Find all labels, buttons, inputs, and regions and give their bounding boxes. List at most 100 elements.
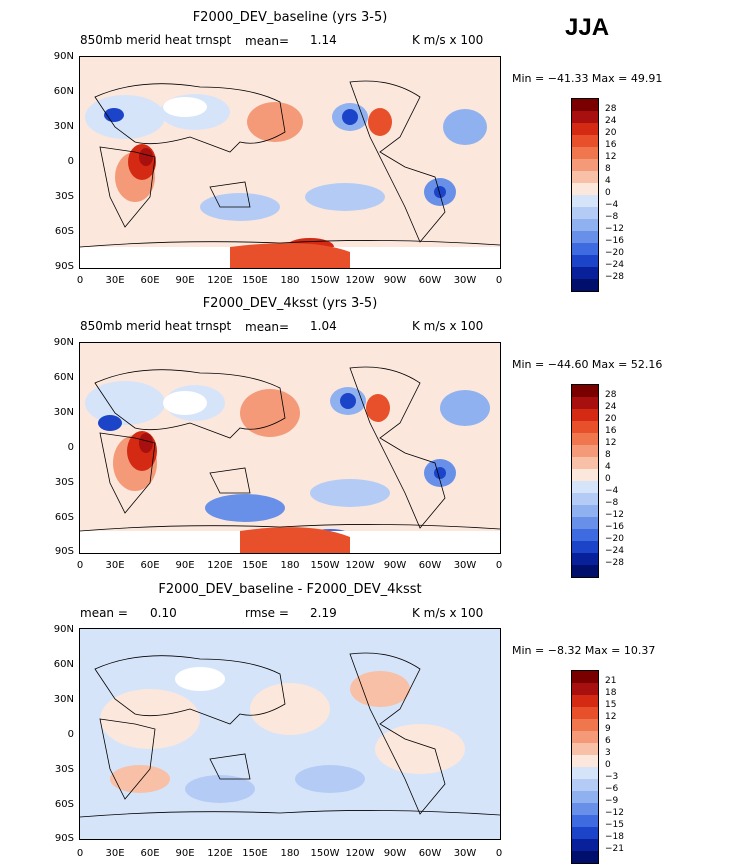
colorbar-swatch [572, 505, 598, 517]
colorbar-swatch [572, 565, 598, 577]
colorbar-tick-label: 24 [605, 116, 617, 126]
panel-1-lat-label: 60N [53, 86, 74, 97]
panel-1-field [80, 80, 500, 268]
colorbar-swatch [572, 243, 598, 255]
colorbar-tick-label: −4 [605, 200, 619, 210]
colorbar-swatch [572, 671, 598, 683]
colorbar-tick-label: 18 [605, 688, 617, 698]
panel-3-lat-label: 90N [53, 624, 74, 635]
panel-3-lat-label: 60S [54, 799, 74, 810]
colorbar-tick-label: −24 [605, 260, 624, 270]
colorbar-tick-label: −20 [605, 248, 624, 258]
panel-3-mean-label: mean = [80, 606, 128, 620]
colorbar-swatch [572, 755, 598, 767]
colorbar-swatch [572, 111, 598, 123]
colorbar-tick-label: 0 [605, 474, 611, 484]
colorbar-tick-label: 3 [605, 748, 611, 758]
panel-3-units: K m/s x 100 [412, 606, 484, 620]
colorbar-tick-label: −9 [605, 796, 619, 806]
colorbar-tick-label: 16 [605, 426, 617, 436]
panel-2-lon-label: 180 [280, 560, 300, 571]
colorbar-tick-label: −28 [605, 558, 624, 568]
colorbar-tick-label: 20 [605, 128, 617, 138]
panel-2-mean-value: 1.04 [310, 319, 337, 333]
colorbar-tick-label: −6 [605, 784, 619, 794]
colorbar-tick-label: 8 [605, 164, 611, 174]
colorbar-swatch [572, 743, 598, 755]
panel-2-lat-label: 30S [54, 477, 74, 488]
panel-2-lon-label: 150W [310, 560, 340, 571]
colorbar-tick-label: 12 [605, 712, 617, 722]
colorbar-swatch [572, 469, 598, 481]
colorbar-swatch [572, 433, 598, 445]
panel-3-lon-label: 150W [310, 848, 340, 859]
colorbar-tick-label: −15 [605, 820, 624, 830]
panel-3-lon-label: 180 [280, 848, 300, 859]
panel-1-lon-label: 90W [383, 275, 407, 286]
colorbar-tick-label: 12 [605, 438, 617, 448]
panel-3-lon-label: 150E [242, 848, 268, 859]
panel-3-colorbar [571, 670, 599, 864]
panel-3-title: F2000_DEV_baseline - F2000_DEV_4ksst [158, 582, 422, 597]
panel-3-lon-label: 120W [345, 848, 375, 859]
colorbar-swatch [572, 171, 598, 183]
colorbar-tick-label: −12 [605, 808, 624, 818]
panel-2-lon-label: 120W [345, 560, 375, 571]
colorbar-tick-label: 4 [605, 462, 611, 472]
panel-1-colorbar-labels: 28 24 20 16 12 8 4 0 −4 −8 −12 −16 −20 −24 −28 [605, 98, 645, 290]
colorbar-swatch [572, 481, 598, 493]
panel-3-rmse-label: rmse = [245, 606, 289, 620]
panel-3-minmax: Min = −8.32 Max = 10.37 [512, 644, 656, 657]
panel-2-lon-label: 60W [418, 560, 442, 571]
colorbar-tick-label: 20 [605, 414, 617, 424]
panel-1-lat-label: 60S [54, 226, 74, 237]
panel-1-lat-label: 0 [67, 156, 74, 167]
colorbar-tick-label: −18 [605, 832, 624, 842]
panel-1-lon-label: 30E [105, 275, 125, 286]
panel-1-lon-label: 120E [207, 275, 233, 286]
colorbar-tick-label: −20 [605, 534, 624, 544]
colorbar-swatch [572, 385, 598, 397]
panel-3-lon-label: 60E [140, 848, 160, 859]
colorbar-swatch [572, 219, 598, 231]
colorbar-tick-label: 6 [605, 736, 611, 746]
panel-3-lon-label: 30W [453, 848, 477, 859]
season-label: JJA [565, 14, 610, 41]
colorbar-tick-label: 0 [605, 760, 611, 770]
panel-2-lon-label: 90E [175, 560, 195, 571]
colorbar-tick-label: 8 [605, 450, 611, 460]
panel-1-map [79, 56, 501, 269]
panel-1-colorbar [571, 98, 599, 292]
panel-2-colorbar-labels: 28 24 20 16 12 8 4 0 −4 −8 −12 −16 −20 −24 −28 [605, 384, 645, 576]
colorbar-tick-label: 9 [605, 724, 611, 734]
colorbar-tick-label: −12 [605, 510, 624, 520]
panel-3-field [80, 629, 500, 839]
colorbar-swatch [572, 267, 598, 279]
panel-2-lon-label: 120E [207, 560, 233, 571]
colorbar-swatch [572, 767, 598, 779]
colorbar-tick-label: 16 [605, 140, 617, 150]
panel-1-variable-label: 850mb merid heat trnspt [80, 33, 232, 47]
colorbar-tick-label: −8 [605, 212, 619, 222]
panel-3-lat-label: 30N [53, 694, 74, 705]
colorbar-swatch [572, 135, 598, 147]
colorbar-swatch [572, 695, 598, 707]
panel-1-lon-label: 60E [140, 275, 160, 286]
panel-2-lat-label: 90S [54, 546, 74, 557]
panel-2-lat-label: 30N [53, 407, 74, 418]
panel-3-lat-label: 90S [54, 833, 74, 844]
colorbar-swatch [572, 409, 598, 421]
panel-2-minmax: Min = −44.60 Max = 52.16 [512, 358, 663, 371]
colorbar-tick-label: 24 [605, 402, 617, 412]
panel-2-lat-label: 90N [53, 337, 74, 348]
colorbar-tick-label: −28 [605, 272, 624, 282]
colorbar-swatch [572, 815, 598, 827]
panel-1-lon-label: 90E [175, 275, 195, 286]
colorbar-tick-label: −16 [605, 522, 624, 532]
panel-3-lon-label: 90E [175, 848, 195, 859]
colorbar-swatch [572, 195, 598, 207]
panel-1-lon-label: 0 [495, 275, 503, 286]
colorbar-swatch [572, 779, 598, 791]
panel-1-mean-label: mean= [245, 34, 290, 48]
panel-3-lon-label: 120E [207, 848, 233, 859]
